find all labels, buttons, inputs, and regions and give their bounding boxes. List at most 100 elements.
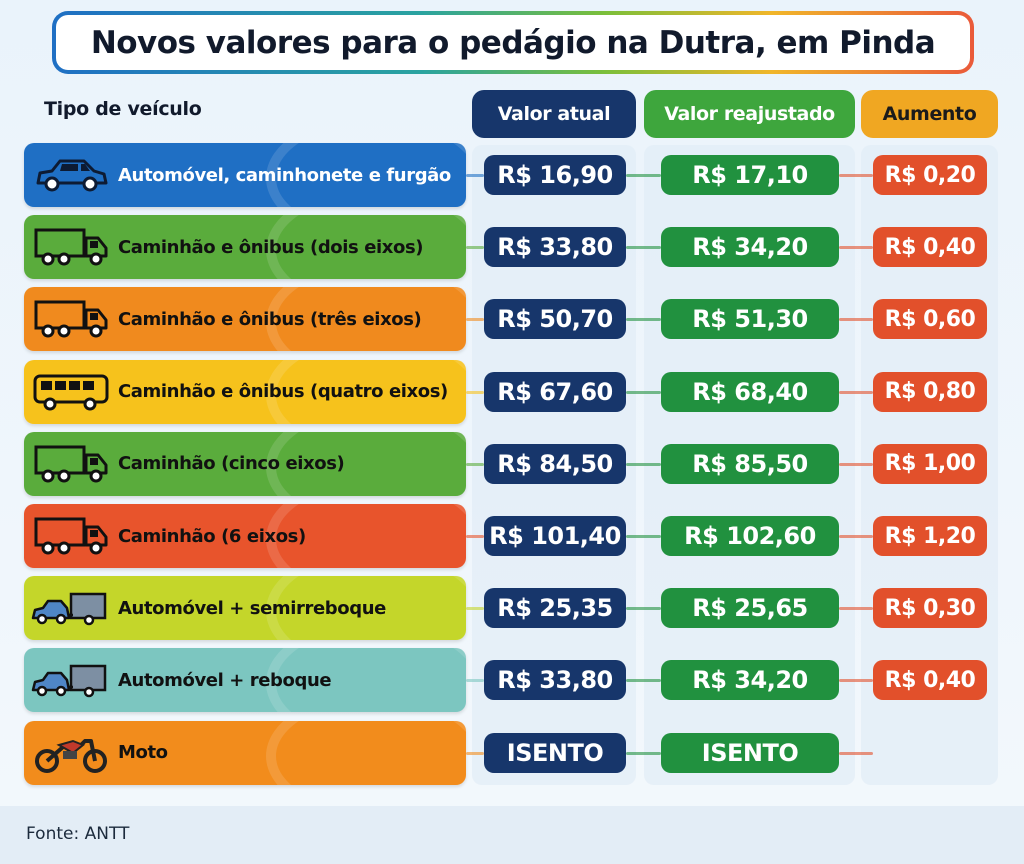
current-value: R$ 16,90 — [484, 155, 626, 195]
current-value: R$ 33,80 — [484, 660, 626, 701]
decorative-road — [266, 215, 466, 280]
vehicle-type-cell: Moto — [24, 720, 466, 785]
decorative-road — [266, 287, 466, 352]
decorative-road — [266, 720, 466, 785]
decorative-road — [266, 431, 466, 496]
source-note: Fonte: ANTT — [26, 824, 130, 844]
car-icon — [24, 143, 118, 207]
vehicle-label: Moto — [118, 742, 168, 764]
vehicle-label: Caminhão e ônibus (quatro eixos) — [118, 381, 448, 403]
connector-line — [466, 462, 484, 466]
table-row: Moto ISENTO ISENTO — [0, 720, 1024, 785]
table-row: Caminhão e ônibus (quatro eixos) R$ 67,60… — [0, 359, 1024, 424]
connector-line — [839, 535, 873, 538]
connector-line — [626, 390, 661, 394]
decorative-road — [266, 359, 466, 424]
connector-line — [626, 535, 661, 538]
adjusted-value: R$ 34,20 — [661, 660, 839, 701]
adjusted-value: R$ 68,40 — [661, 371, 839, 412]
truck-icon — [24, 504, 118, 568]
adjusted-value: R$ 51,30 — [661, 299, 839, 340]
connector-line — [839, 390, 873, 394]
table-row: Automóvel + reboque R$ 33,80 R$ 34,20 R$ 0,… — [0, 648, 1024, 713]
decorative-road — [266, 576, 466, 641]
vehicle-label: Automóvel + reboque — [118, 669, 332, 691]
connector-line — [466, 390, 484, 394]
connector-line — [626, 679, 661, 683]
vehicle-type-cell: Caminhão (6 eixos) — [24, 504, 466, 568]
connector-line — [839, 679, 873, 683]
connector-line — [626, 462, 661, 466]
connector-line — [466, 174, 484, 177]
vehicle-type-cell: Caminhão e ônibus (dois eixos) — [24, 215, 466, 280]
connector-line — [839, 246, 873, 250]
increase-header: Aumento — [861, 90, 998, 138]
connector-line — [626, 174, 661, 177]
connector-line — [626, 751, 661, 755]
increase-value: R$ 0,60 — [873, 299, 987, 340]
vehicle-label: Automóvel, caminhonete e furgão — [118, 164, 451, 186]
increase-value: R$ 0,40 — [873, 660, 987, 701]
connector-line — [466, 679, 484, 683]
connector-line — [626, 607, 661, 611]
table-row: Automóvel, caminhonete e furgão R$ 16,90 R… — [0, 143, 1024, 207]
vehicle-label: Caminhão (cinco eixos) — [118, 453, 345, 475]
table-row: Caminhão e ônibus (três eixos) R$ 50,70 R$… — [0, 287, 1024, 352]
connector-line — [466, 535, 484, 538]
connector-line — [839, 462, 873, 466]
current-value: R$ 101,40 — [484, 516, 626, 556]
bus-icon — [24, 360, 118, 424]
truck-icon — [24, 287, 118, 351]
vehicle-type-cell: Automóvel + reboque — [24, 648, 466, 713]
vehicle-label: Caminhão (6 eixos) — [118, 525, 306, 547]
page-title: Novos valores para o pedágio na Dutra, e… — [56, 15, 970, 70]
increase-value: R$ 0,20 — [873, 155, 987, 195]
connector-line — [466, 751, 484, 755]
table-row: Automóvel + semirreboque R$ 25,35 R$ 25,65… — [0, 576, 1024, 641]
connector-line — [466, 318, 484, 322]
current-value: R$ 84,50 — [484, 443, 626, 484]
vehicle-type-cell: Caminhão e ônibus (três eixos) — [24, 287, 466, 352]
current-value: R$ 50,70 — [484, 299, 626, 340]
adjusted-value: R$ 85,50 — [661, 443, 839, 484]
adjusted-value: R$ 17,10 — [661, 155, 839, 195]
decorative-road — [266, 648, 466, 713]
increase-value: R$ 0,80 — [873, 371, 987, 412]
adjusted-value: R$ 102,60 — [661, 516, 839, 556]
current-value: R$ 25,35 — [484, 588, 626, 629]
vehicle-label: Caminhão e ônibus (três eixos) — [118, 308, 422, 330]
adjusted-value: R$ 34,20 — [661, 227, 839, 268]
increase-value: R$ 1,20 — [873, 516, 987, 556]
increase-value: R$ 0,40 — [873, 227, 987, 268]
decorative-road — [266, 143, 466, 207]
current-value-header: Valor atual — [472, 90, 636, 138]
connector-line — [466, 607, 484, 611]
vehicle-label: Caminhão e ônibus (dois eixos) — [118, 236, 424, 258]
truck-icon — [24, 432, 118, 496]
current-value: ISENTO — [484, 732, 626, 773]
connector-line — [626, 246, 661, 250]
connector-line — [466, 246, 484, 250]
vehicle-label: Automóvel + semirreboque — [118, 597, 386, 619]
current-value: R$ 67,60 — [484, 371, 626, 412]
vehicle-type-cell: Automóvel + semirreboque — [24, 576, 466, 641]
truck-icon — [24, 215, 118, 279]
current-value: R$ 33,80 — [484, 227, 626, 268]
table-row: Caminhão (6 eixos) R$ 101,40 R$ 102,60 R$ 1… — [0, 504, 1024, 568]
increase-value: R$ 1,00 — [873, 443, 987, 484]
connector-line — [839, 318, 873, 322]
car-trailer-icon — [24, 576, 118, 640]
car-trailer-icon — [24, 648, 118, 712]
table-row: Caminhão (cinco eixos) R$ 84,50 R$ 85,50 R$… — [0, 431, 1024, 496]
motorcycle-icon — [24, 721, 118, 785]
footer: Fonte: ANTT — [0, 806, 1024, 864]
vehicle-type-cell: Caminhão (cinco eixos) — [24, 431, 466, 496]
vehicle-type-cell: Caminhão e ônibus (quatro eixos) — [24, 359, 466, 424]
connector-line — [839, 607, 873, 611]
connector-line — [839, 174, 873, 177]
vehicle-type-cell: Automóvel, caminhonete e furgão — [24, 143, 466, 207]
adjusted-value: ISENTO — [661, 732, 839, 773]
vehicle-type-header: Tipo de veículo — [44, 98, 202, 120]
increase-value: R$ 0,30 — [873, 588, 987, 629]
title-banner: Novos valores para o pedágio na Dutra, e… — [52, 11, 974, 74]
